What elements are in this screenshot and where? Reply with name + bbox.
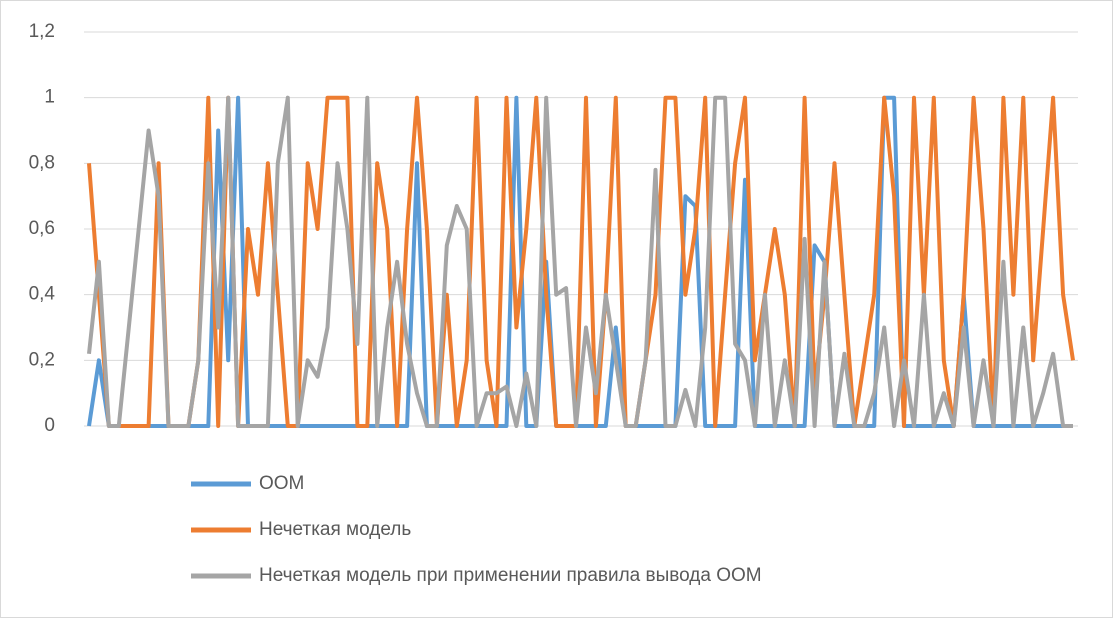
y-tick-label: 1,2	[29, 21, 55, 42]
legend-label: ООМ	[259, 473, 304, 494]
legend-label: Нечеткая модель	[259, 519, 411, 540]
y-tick-label: 0,6	[29, 218, 55, 239]
y-tick-label: 0,4	[29, 284, 56, 305]
series-line	[87, 95, 1073, 428]
y-tick-label: 0	[44, 415, 55, 436]
y-tick-label: 1	[44, 87, 55, 108]
series-line	[87, 95, 1075, 428]
legend-label: Нечеткая модель при применении правила в…	[259, 565, 762, 586]
y-tick-label: 0,8	[29, 152, 55, 173]
y-tick-label: 0,2	[29, 349, 55, 370]
